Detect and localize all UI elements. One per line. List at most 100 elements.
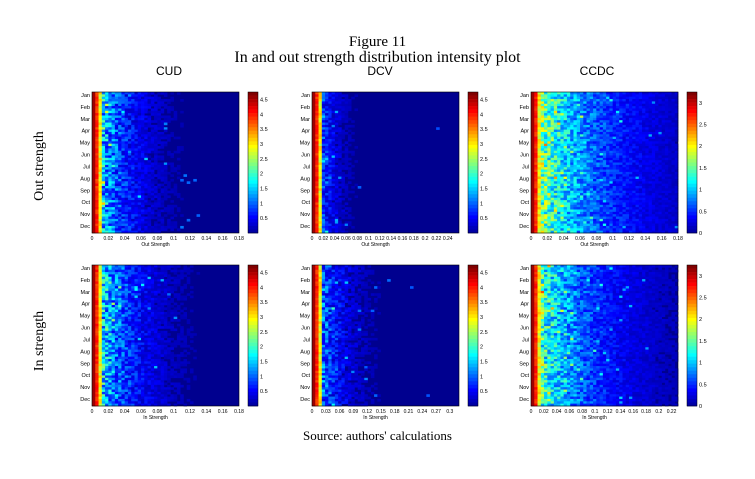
heatmap-cell xyxy=(589,157,594,161)
heatmap-cell xyxy=(328,211,332,215)
heatmap-cell xyxy=(144,94,148,97)
heatmap-cell xyxy=(658,216,662,220)
heatmap-cell xyxy=(157,99,161,102)
heatmap-cell xyxy=(661,174,666,177)
heatmap-cell xyxy=(619,167,623,170)
heatmap-cell xyxy=(92,188,96,191)
heatmap-cell xyxy=(534,131,538,135)
heatmap-cell xyxy=(645,188,649,191)
heatmap-cell xyxy=(625,155,630,159)
heatmap-cell xyxy=(101,106,106,109)
heatmap-cell xyxy=(338,153,342,156)
colorbar-swatch xyxy=(687,158,697,163)
heatmap-cell xyxy=(338,139,342,142)
heatmap-cell xyxy=(635,197,640,201)
heatmap-cell xyxy=(157,92,161,95)
heatmap-cell xyxy=(328,193,332,196)
heatmap-cell xyxy=(537,216,542,220)
heatmap-cell xyxy=(599,134,604,137)
heatmap-cell xyxy=(612,153,617,156)
heatmap-cell xyxy=(563,113,568,116)
heatmap-cell xyxy=(160,115,165,119)
x-tick-label: 0.18 xyxy=(409,236,419,242)
heatmap-cell xyxy=(141,110,145,114)
heatmap-cell xyxy=(602,157,607,161)
heatmap-cell xyxy=(593,209,597,213)
heatmap-cell xyxy=(619,122,623,126)
heatmap-cell xyxy=(537,223,542,227)
heatmap-cell xyxy=(321,146,326,149)
heatmap-cell xyxy=(632,155,636,159)
heatmap-cell xyxy=(134,190,139,194)
heatmap-cell xyxy=(170,204,174,208)
heatmap-cell xyxy=(580,167,584,170)
heatmap-cell xyxy=(315,122,319,126)
heatmap-cell xyxy=(589,129,594,133)
heatmap-cell xyxy=(534,155,538,159)
heatmap-cell xyxy=(651,120,656,123)
heatmap-cell xyxy=(312,197,316,201)
heatmap-cell xyxy=(318,94,323,97)
heatmap-cell xyxy=(101,197,106,201)
heatmap-cell xyxy=(648,176,653,180)
y-tick-label: Jan xyxy=(301,93,310,99)
heatmap-cell xyxy=(150,110,155,114)
heatmap-cell xyxy=(599,117,604,121)
heatmap-cell xyxy=(563,99,568,102)
heatmap-cell xyxy=(540,193,545,196)
heatmap-cell xyxy=(154,200,158,203)
heatmap-cell xyxy=(534,202,538,206)
heatmap-cell xyxy=(121,148,125,152)
heatmap-cell xyxy=(550,171,555,175)
heatmap-cell xyxy=(92,155,96,159)
heatmap-cell xyxy=(163,92,168,95)
heatmap-cell xyxy=(531,209,535,213)
heatmap-cell xyxy=(576,216,581,220)
y-tick-label: Oct xyxy=(81,200,90,206)
heatmap-cell xyxy=(619,131,623,135)
heatmap-cell xyxy=(108,195,112,199)
heatmap-cell xyxy=(334,101,339,105)
heatmap-cell xyxy=(606,136,610,140)
heatmap-cell xyxy=(593,134,597,137)
heatmap-cell xyxy=(108,211,112,215)
heatmap-cell xyxy=(111,94,116,97)
heatmap-cell xyxy=(573,178,578,182)
heatmap-cell xyxy=(625,190,630,194)
heatmap-cell xyxy=(648,230,653,234)
heatmap-cell xyxy=(648,225,653,229)
heatmap-cell xyxy=(557,129,561,133)
heatmap-cell xyxy=(531,223,535,227)
heatmap-cell xyxy=(563,186,568,189)
heatmap-cell xyxy=(651,193,656,196)
heatmap-cell xyxy=(583,103,587,107)
heatmap-cell xyxy=(544,221,548,224)
heatmap-cell xyxy=(321,181,326,184)
heatmap-cell xyxy=(318,129,323,133)
heatmap-cell xyxy=(98,113,103,116)
heatmap-cell xyxy=(651,115,656,119)
heatmap-cell xyxy=(550,101,555,105)
heatmap-cell xyxy=(127,211,132,215)
heatmap-cell xyxy=(344,211,349,215)
heatmap-cell xyxy=(134,230,139,234)
heatmap-cell xyxy=(534,178,538,182)
heatmap-cell xyxy=(328,143,332,147)
heatmap-cell xyxy=(537,124,542,128)
heatmap-cell xyxy=(661,209,666,213)
heatmap-cell xyxy=(141,113,145,116)
heatmap-cell xyxy=(436,127,440,130)
heatmap-cell xyxy=(321,106,326,109)
heatmap-cell xyxy=(599,120,604,123)
heatmap-cell xyxy=(638,167,643,170)
heatmap-cell xyxy=(547,181,551,184)
y-tick-label: Oct xyxy=(520,200,529,206)
heatmap-cell xyxy=(557,92,561,95)
heatmap-cell xyxy=(150,164,155,168)
heatmap-cell xyxy=(580,176,584,180)
heatmap-cell xyxy=(170,207,174,210)
heatmap-cell xyxy=(658,120,662,123)
heatmap-cell xyxy=(95,113,99,116)
heatmap-cell xyxy=(648,110,653,114)
colorbar-swatch xyxy=(248,180,258,184)
